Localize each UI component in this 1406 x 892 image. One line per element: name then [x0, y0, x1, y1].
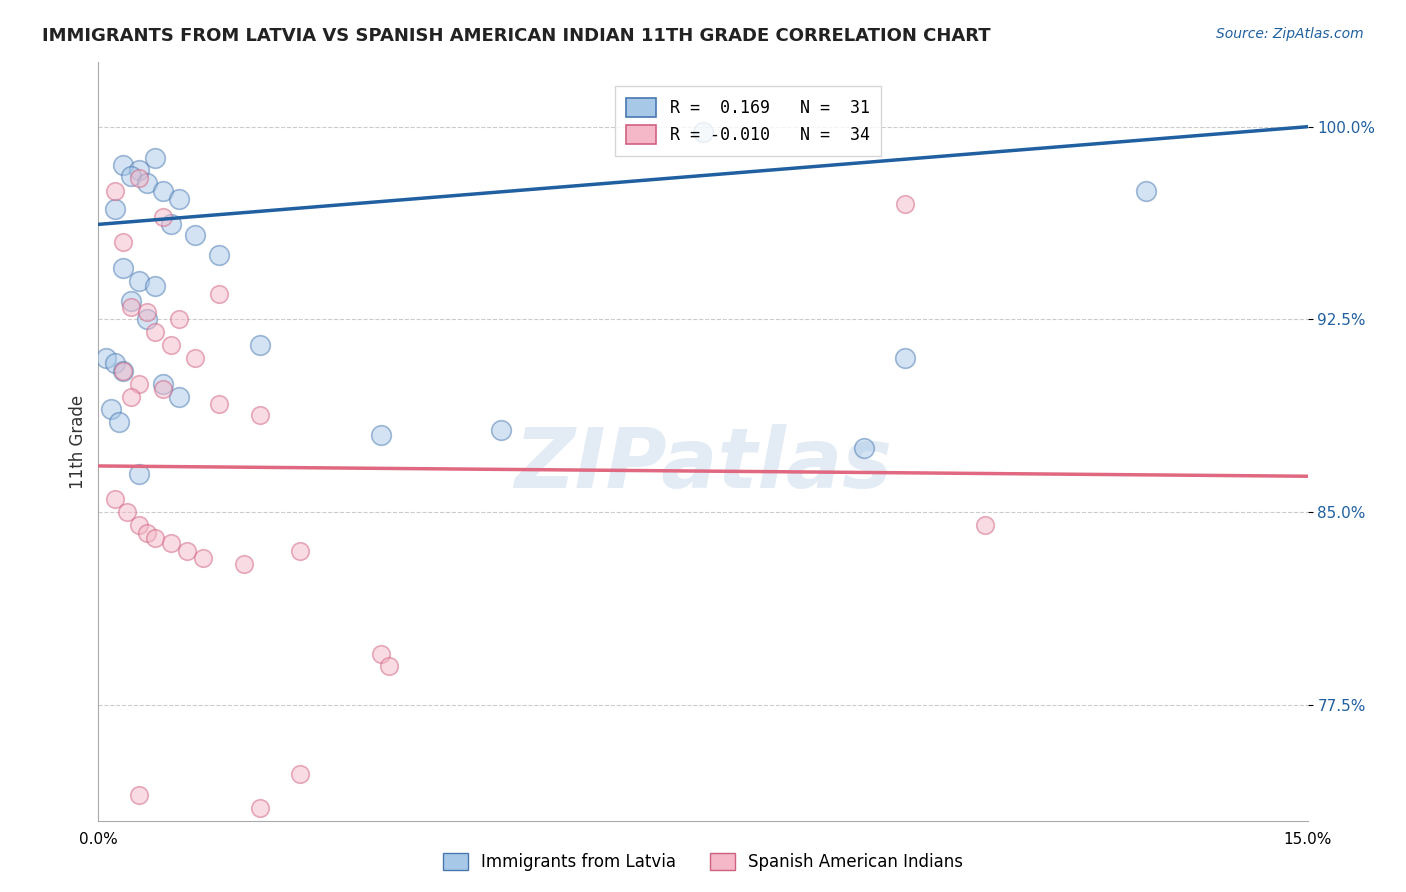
Text: 0.0%: 0.0% [79, 831, 118, 847]
Text: IMMIGRANTS FROM LATVIA VS SPANISH AMERICAN INDIAN 11TH GRADE CORRELATION CHART: IMMIGRANTS FROM LATVIA VS SPANISH AMERIC… [42, 27, 991, 45]
Point [152, 184, 174, 198]
Point [128, 518, 150, 533]
Point [853, 441, 876, 455]
Point [135, 525, 157, 540]
Point [160, 536, 183, 550]
Point [115, 505, 138, 519]
Point [103, 356, 125, 370]
Point [491, 423, 513, 437]
Point [167, 192, 190, 206]
Y-axis label: 11th Grade: 11th Grade [69, 394, 87, 489]
Point [208, 397, 231, 411]
Point [288, 767, 311, 781]
Point [103, 184, 125, 198]
Point [103, 492, 125, 507]
Point [128, 163, 150, 178]
Point [692, 125, 714, 139]
Point [249, 801, 271, 815]
Point [176, 543, 198, 558]
Point [120, 169, 142, 183]
Point [377, 659, 399, 673]
Point [128, 171, 150, 186]
Point [1135, 184, 1157, 198]
Point [893, 351, 915, 365]
Text: Source: ZipAtlas.com: Source: ZipAtlas.com [1216, 27, 1364, 41]
Point [193, 551, 215, 566]
Point [370, 428, 392, 442]
Point [120, 390, 142, 404]
Point [135, 176, 157, 190]
Point [96, 351, 118, 365]
Point [249, 408, 271, 422]
Point [107, 415, 129, 429]
Point [135, 312, 157, 326]
Point [120, 300, 142, 314]
Text: ZIPatlas: ZIPatlas [515, 424, 891, 505]
Point [128, 274, 150, 288]
Point [184, 351, 207, 365]
Point [135, 304, 157, 318]
Point [208, 248, 231, 262]
Point [103, 202, 125, 216]
Point [128, 788, 150, 802]
Point [143, 279, 166, 293]
Point [111, 158, 134, 172]
Point [288, 543, 311, 558]
Point [232, 557, 254, 571]
Point [184, 227, 207, 242]
Point [249, 338, 271, 352]
Point [143, 326, 166, 340]
Point [160, 218, 183, 232]
Point [160, 338, 183, 352]
Point [111, 235, 134, 250]
Point [128, 376, 150, 391]
Point [152, 376, 174, 391]
Point [111, 364, 134, 378]
Point [167, 390, 190, 404]
Point [893, 196, 915, 211]
Point [152, 382, 174, 396]
Point [143, 151, 166, 165]
Text: 15.0%: 15.0% [1284, 831, 1331, 847]
Point [120, 294, 142, 309]
Point [111, 364, 134, 378]
Legend: Immigrants from Latvia, Spanish American Indians: Immigrants from Latvia, Spanish American… [434, 845, 972, 880]
Point [167, 312, 190, 326]
Point [152, 210, 174, 224]
Point [100, 402, 122, 417]
Point [208, 286, 231, 301]
Point [111, 261, 134, 276]
Point [370, 647, 392, 661]
Point [974, 518, 997, 533]
Point [128, 467, 150, 481]
Legend: R =  0.169   N =  31, R = -0.010   N =  34: R = 0.169 N = 31, R = -0.010 N = 34 [614, 86, 882, 156]
Point [143, 531, 166, 545]
